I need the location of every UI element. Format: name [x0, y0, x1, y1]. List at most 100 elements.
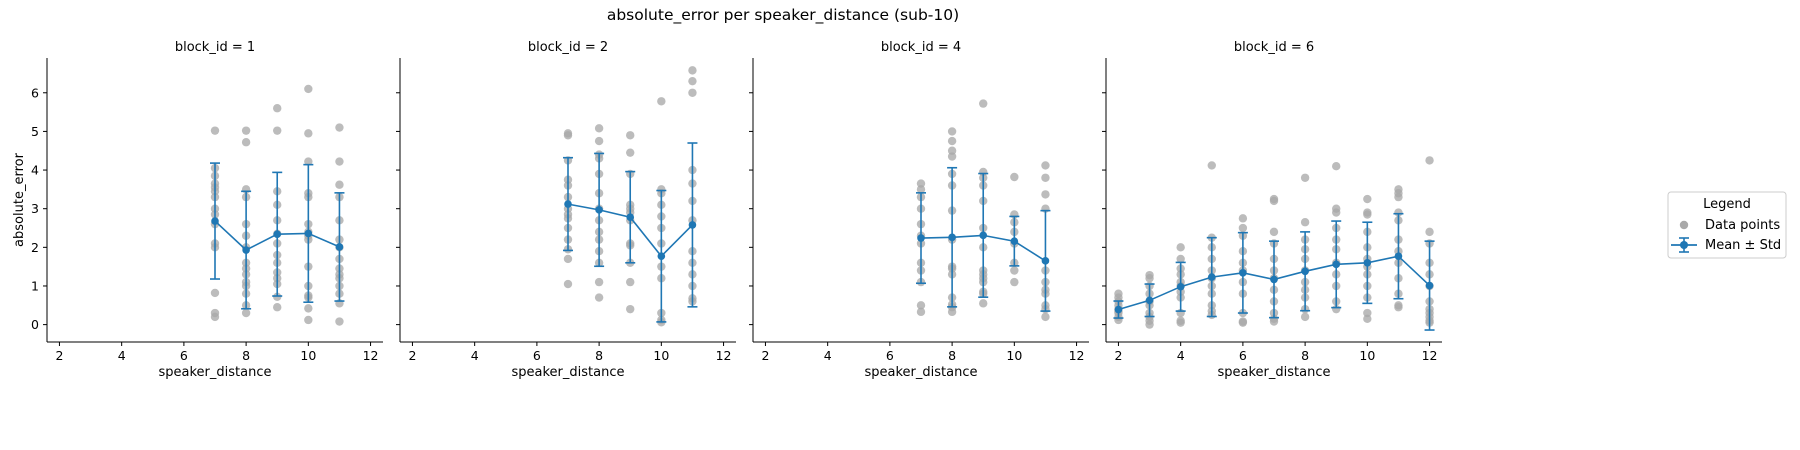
- legend-title: Legend: [1703, 197, 1751, 212]
- x-tick-label: 4: [118, 348, 126, 363]
- data-point: [1041, 312, 1050, 322]
- data-point: [1010, 266, 1019, 275]
- data-point: [1145, 274, 1154, 283]
- panel-4: block_id = 6 2 4 6 8 10 12 speaker_distance: [1102, 40, 1442, 380]
- data-point: [1300, 173, 1310, 182]
- data-point: [916, 185, 926, 194]
- mean-point: [273, 230, 282, 238]
- data-point: [947, 136, 957, 146]
- data-point: [688, 76, 697, 86]
- x-tick-label: 12: [1422, 348, 1438, 363]
- x-tick-label: 8: [595, 348, 603, 363]
- x-tick-label: 10: [1359, 348, 1375, 363]
- y-tick-label: 0: [31, 317, 39, 332]
- mean-point: [1145, 296, 1154, 305]
- data-point: [1363, 210, 1372, 219]
- data-point: [1394, 192, 1403, 202]
- data-point: [688, 88, 697, 97]
- mean-point: [688, 221, 697, 229]
- mean-point: [1239, 269, 1247, 277]
- data-point: [1394, 208, 1403, 217]
- data-point: [1269, 196, 1279, 206]
- x-tick-label: 8: [1301, 348, 1309, 363]
- x-tick-label: 10: [300, 348, 316, 363]
- x-tick-label: 8: [948, 348, 956, 363]
- data-point: [1394, 303, 1403, 312]
- data-point: [947, 152, 957, 161]
- mean-point: [1207, 273, 1216, 281]
- y-tick-label: 2: [31, 240, 39, 255]
- data-point: [210, 312, 220, 322]
- mean-point: [595, 206, 603, 214]
- data-point: [916, 179, 926, 188]
- panel-title: block_id = 6: [1234, 40, 1314, 55]
- x-tick-label: 12: [363, 348, 379, 363]
- y-tick-label: 3: [31, 201, 39, 216]
- panel-title: block_id = 2: [528, 40, 608, 55]
- data-point: [626, 304, 635, 314]
- data-point: [947, 146, 957, 155]
- x-tick-label: 10: [653, 348, 669, 363]
- data-point: [979, 99, 988, 108]
- data-point: [1300, 218, 1310, 227]
- data-point: [335, 317, 344, 326]
- panel-title: block_id = 4: [881, 40, 961, 55]
- x-tick-label: 4: [471, 348, 479, 363]
- x-tick-label: 6: [886, 348, 894, 363]
- x-tick-label: 12: [716, 348, 732, 363]
- x-tick-label: 2: [408, 348, 416, 363]
- data-point: [241, 126, 251, 135]
- y-tick-label: 6: [31, 85, 39, 100]
- data-point: [1207, 161, 1216, 170]
- x-tick-label: 4: [1177, 348, 1185, 363]
- data-point: [1176, 318, 1185, 327]
- legend-entry-data-points: Data points: [1705, 218, 1780, 233]
- data-point: [563, 279, 573, 289]
- data-point: [1010, 172, 1019, 182]
- mean-point: [564, 200, 572, 208]
- chart-title: absolute_error per speaker_distance (sub…: [607, 6, 959, 25]
- legend-entry-mean: Mean ± Std: [1705, 238, 1781, 253]
- mean-point: [1301, 267, 1309, 276]
- y-tick-label: 4: [31, 163, 39, 178]
- mean-point: [948, 233, 956, 242]
- data-point: [1269, 227, 1279, 237]
- data-point: [241, 308, 251, 318]
- data-point: [626, 148, 635, 157]
- data-point: [1041, 161, 1050, 170]
- mean-point: [1394, 252, 1403, 261]
- data-point: [594, 277, 604, 287]
- data-point: [1238, 214, 1248, 223]
- data-point: [335, 157, 344, 166]
- data-point: [1332, 208, 1341, 217]
- mean-point: [304, 229, 313, 238]
- mean-point: [242, 246, 250, 254]
- legend-frame: [1667, 191, 1787, 259]
- y-axis-label: absolute_error: [12, 152, 27, 247]
- data-point: [1041, 173, 1050, 182]
- data-point: [210, 288, 220, 298]
- mean-point: [1332, 260, 1341, 269]
- data-point: [304, 157, 313, 166]
- data-point: [1176, 254, 1185, 264]
- data-point: [916, 307, 926, 317]
- x-tick-label: 2: [1114, 348, 1122, 363]
- data-point: [626, 131, 635, 140]
- x-axis-label: speaker_distance: [865, 365, 978, 380]
- y-tick-label: 5: [31, 124, 39, 139]
- x-tick-label: 12: [1069, 348, 1085, 363]
- panel-3: block_id = 4 2 4 6 8 10 12 speaker_distance: [749, 40, 1089, 380]
- mean-point: [1425, 281, 1434, 290]
- data-point: [1145, 320, 1154, 329]
- legend: Legend Data points Mean ± Std: [1667, 191, 1787, 259]
- data-point: [947, 307, 957, 317]
- data-point: [594, 124, 604, 133]
- x-tick-label: 6: [533, 348, 541, 363]
- data-point: [626, 277, 635, 287]
- data-point: [947, 127, 957, 136]
- x-tick-label: 6: [1239, 348, 1247, 363]
- data-point: [563, 131, 573, 140]
- mean-point: [1176, 282, 1185, 291]
